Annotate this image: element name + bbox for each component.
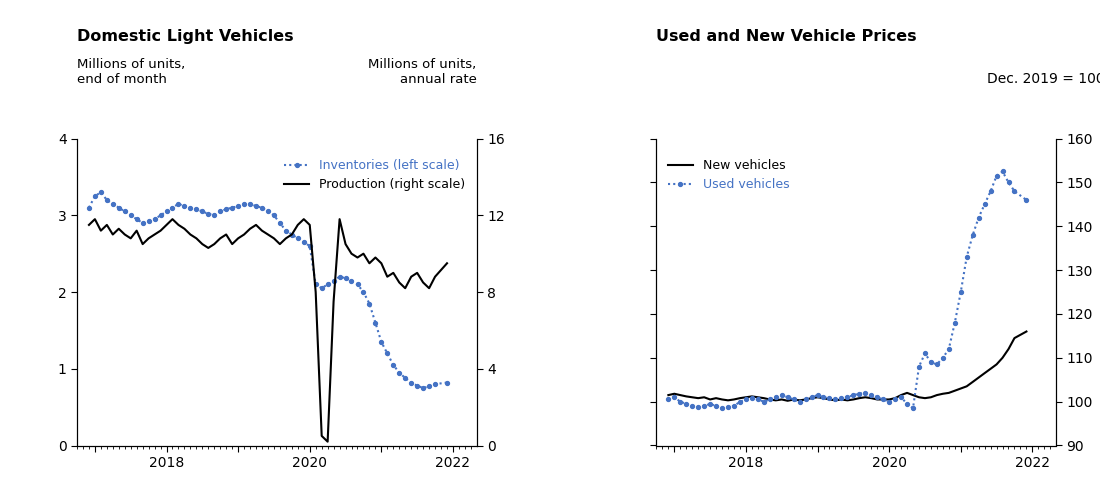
Text: Millions of units,
end of month: Millions of units, end of month — [77, 58, 185, 86]
Text: Millions of units,
annual rate: Millions of units, annual rate — [368, 58, 476, 86]
Text: Used and New Vehicle Prices: Used and New Vehicle Prices — [657, 29, 917, 44]
Legend: New vehicles, Used vehicles: New vehicles, Used vehicles — [662, 154, 794, 197]
Legend: Inventories (left scale), Production (right scale): Inventories (left scale), Production (ri… — [279, 154, 471, 197]
Text: Domestic Light Vehicles: Domestic Light Vehicles — [77, 29, 294, 44]
Text: Dec. 2019 = 100: Dec. 2019 = 100 — [987, 72, 1100, 86]
